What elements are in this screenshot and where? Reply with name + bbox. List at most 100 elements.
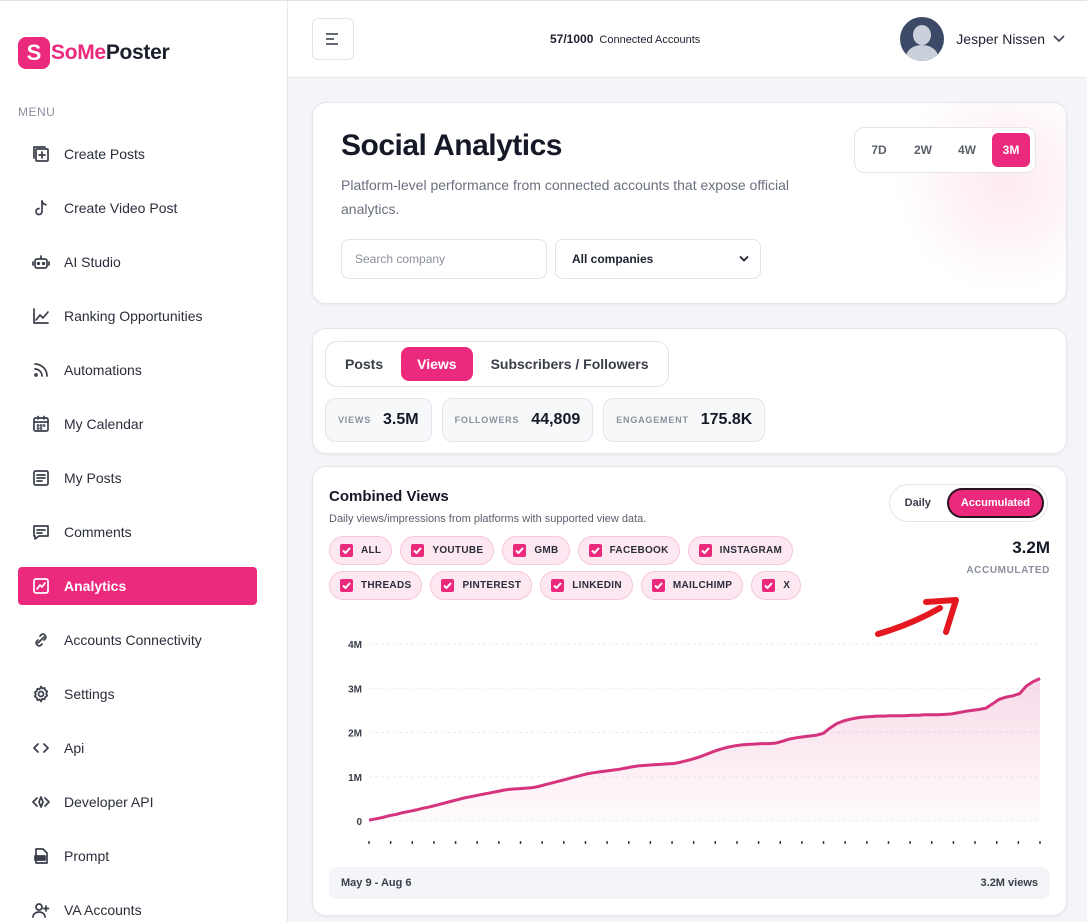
sidebar-item-prompt[interactable]: Prompt xyxy=(18,837,257,875)
sidebar-item-developer-api[interactable]: Developer API xyxy=(18,783,257,821)
filter-chip-label: ALL xyxy=(361,545,382,556)
metric-tabs: Posts Views Subscribers / Followers xyxy=(325,341,669,387)
sidebar-item-create-video-post[interactable]: Create Video Post xyxy=(18,189,257,227)
sidebar-item-comments[interactable]: Comments xyxy=(18,513,257,551)
sidebar-item-ranking-opportunities[interactable]: Ranking Opportunities xyxy=(18,297,257,335)
checkbox-checked-icon[interactable] xyxy=(588,544,602,557)
mode-daily-button[interactable]: Daily xyxy=(904,497,931,509)
series-line xyxy=(368,677,1041,822)
sidebar: S SoMePoster MENU Create Posts Create Vid… xyxy=(0,0,288,922)
avatar xyxy=(900,17,945,61)
rss-icon xyxy=(32,361,50,379)
top-bar: 57/1000 Connected Accounts Jesper Nissen xyxy=(288,0,1087,78)
robot-icon xyxy=(32,253,50,271)
menu-label: MENU xyxy=(18,105,56,119)
sidebar-nav: Create Posts Create Video Post AI Studio Ra… xyxy=(18,135,257,922)
stat-engagement: ENGAGEMENT 175.8K xyxy=(603,398,766,442)
hamburger-icon xyxy=(326,33,338,45)
sidebar-item-va-accounts[interactable]: VA Accounts xyxy=(18,891,257,922)
sidebar-item-ai-studio[interactable]: AI Studio xyxy=(18,243,257,281)
sidebar-item-analytics[interactable]: Analytics xyxy=(18,567,257,605)
sidebar-item-my-calendar[interactable]: My Calendar xyxy=(18,405,257,443)
sidebar-item-automations[interactable]: Automations xyxy=(18,351,257,389)
sidebar-item-settings[interactable]: Settings xyxy=(18,675,257,713)
range-7d-button[interactable]: 7D xyxy=(871,143,887,157)
accumulated-total-label: ACCUMULATED xyxy=(966,565,1050,576)
checkbox-checked-icon[interactable] xyxy=(551,579,565,592)
tab-views[interactable]: Views xyxy=(401,347,473,381)
sidebar-item-label: VA Accounts xyxy=(64,902,142,918)
filter-chip-pinterest[interactable]: PINTEREST xyxy=(430,571,533,600)
user-name: Jesper Nissen xyxy=(956,31,1045,47)
range-2w-button[interactable]: 2W xyxy=(914,143,932,157)
chart-title: Combined Views xyxy=(329,488,449,505)
range-4w-button[interactable]: 4W xyxy=(958,143,976,157)
filter-chip-x[interactable]: X xyxy=(751,571,802,600)
checkbox-checked-icon[interactable] xyxy=(340,579,353,592)
sidebar-item-label: My Posts xyxy=(64,470,122,486)
html-file-icon xyxy=(32,847,50,865)
filter-chip-facebook[interactable]: FACEBOOK xyxy=(577,536,680,565)
checkbox-checked-icon[interactable] xyxy=(513,544,527,557)
sidebar-item-label: Api xyxy=(64,740,85,756)
sidebar-item-create-posts[interactable]: Create Posts xyxy=(18,135,257,173)
filter-chip-all[interactable]: ALL xyxy=(329,536,393,565)
y-tick-label: 3M xyxy=(348,684,362,695)
tab-posts[interactable]: Posts xyxy=(345,356,384,372)
sidebar-item-my-posts[interactable]: My Posts xyxy=(18,459,257,497)
filter-chip-youtube[interactable]: YOUTUBE xyxy=(400,536,495,565)
filter-chip-instagram[interactable]: INSTAGRAM xyxy=(687,536,794,565)
checkbox-checked-icon[interactable] xyxy=(698,544,712,557)
filter-chip-label: LINKEDIN xyxy=(572,580,622,591)
checkbox-checked-icon[interactable] xyxy=(340,544,353,557)
link-icon xyxy=(32,631,50,649)
filter-chip-label: YOUTUBE xyxy=(432,545,484,556)
filter-chip-linkedin[interactable]: LINKEDIN xyxy=(540,571,633,600)
stat-value: 44,809 xyxy=(531,411,581,428)
sidebar-item-label: Automations xyxy=(64,362,142,378)
mode-accumulated-button[interactable]: Accumulated xyxy=(946,488,1044,518)
stat-value: 175.8K xyxy=(700,411,753,428)
filter-chip-label: PINTEREST xyxy=(462,580,522,591)
page-title: Social Analytics xyxy=(341,129,562,162)
brand-name: SoMePoster xyxy=(51,41,170,64)
line-chart-icon xyxy=(32,307,50,325)
checkbox-checked-icon[interactable] xyxy=(651,579,665,592)
y-tick-label: 4M xyxy=(348,640,362,651)
filter-chip-threads[interactable]: THREADS xyxy=(329,571,423,600)
sidebar-item-label: Developer API xyxy=(64,794,154,810)
stat-label: VIEWS xyxy=(338,415,372,425)
sidebar-item-accounts-connectivity[interactable]: Accounts Connectivity xyxy=(18,621,257,659)
filter-chip-label: INSTAGRAM xyxy=(719,545,783,556)
checkbox-checked-icon[interactable] xyxy=(762,579,776,592)
brand-logo[interactable]: S SoMePoster xyxy=(18,37,170,69)
sidebar-item-api[interactable]: Api xyxy=(18,729,257,767)
filter-chip-label: GMB xyxy=(534,545,559,556)
stat-views: VIEWS 3.5M xyxy=(325,398,432,442)
accumulated-total-value: 3.2M xyxy=(1012,538,1050,557)
filter-chip-mailchimp[interactable]: MAILCHIMP xyxy=(640,571,744,600)
dev-code-icon xyxy=(32,793,50,811)
sidebar-item-label: Create Video Post xyxy=(64,200,178,216)
chart-date-range: May 9 - Aug 6 xyxy=(341,877,412,889)
comment-icon xyxy=(32,523,50,541)
platform-filters: ALL YOUTUBE GMB FACEBOOK INSTAGRAM THREADS PIN… xyxy=(329,536,889,600)
connected-accounts-counter: 57/1000 Connected Accounts xyxy=(550,32,701,46)
user-menu[interactable]: Jesper Nissen xyxy=(900,17,1065,61)
checkbox-checked-icon[interactable] xyxy=(411,544,425,557)
range-3m-button[interactable]: 3M xyxy=(992,133,1030,167)
menu-toggle-button[interactable] xyxy=(312,18,354,60)
user-plus-icon xyxy=(32,901,50,919)
chart-total-views: 3.2M views xyxy=(980,877,1038,889)
filter-chip-label: FACEBOOK xyxy=(609,545,669,556)
time-range-selector: 7D 2W 4W 3M xyxy=(854,127,1036,173)
document-icon xyxy=(32,469,50,487)
stat-label: ENGAGEMENT xyxy=(616,415,689,425)
chart-mode-toggle: Daily Accumulated xyxy=(888,484,1048,522)
tab-subscribers-followers[interactable]: Subscribers / Followers xyxy=(490,356,649,372)
company-select[interactable]: All companies xyxy=(555,239,761,279)
calendar-icon xyxy=(32,415,50,433)
search-company-input[interactable] xyxy=(341,239,547,279)
checkbox-checked-icon[interactable] xyxy=(441,579,455,592)
filter-chip-gmb[interactable]: GMB xyxy=(502,536,570,565)
